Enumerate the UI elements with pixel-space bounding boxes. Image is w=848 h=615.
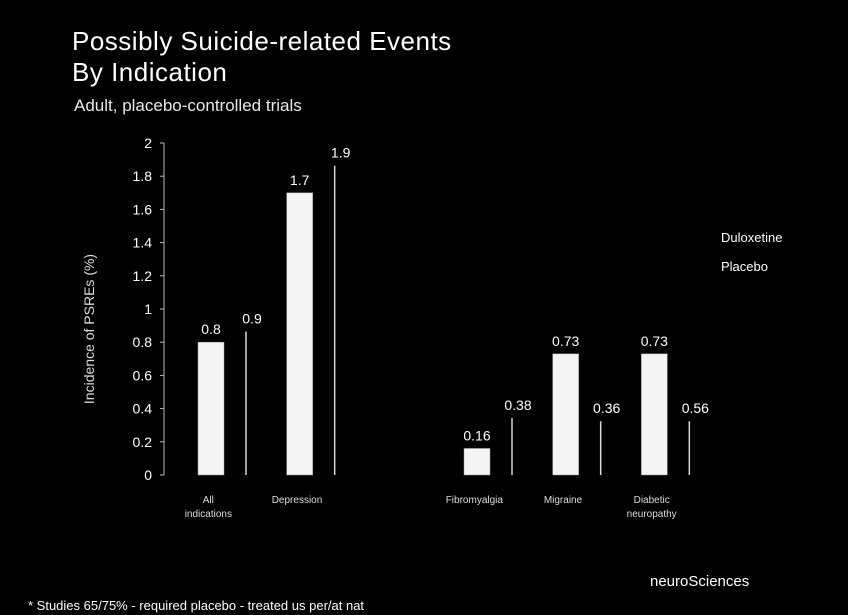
bar-duloxetine [197,341,225,476]
bar-chart: 0 0.2 0.4 0.6 0.8 1 1.2 1.4 1.6 1.8 2 Incidence of … [81,135,709,520]
x-tick-label: All [203,495,214,506]
title-line-2: By Indication [72,57,228,87]
bar-duloxetine [286,192,313,476]
legend-item-duloxetine: Duloxetine [721,230,783,245]
y-tick-label: 0.6 [133,367,153,383]
x-tick-label: Diabetic [634,495,670,506]
x-tick-label: Depression [272,495,323,506]
chart-subtitle: Adult, placebo-controlled trials [74,96,302,115]
y-tick-label: 1.6 [133,201,153,217]
footnote: * Studies 65/75% - required placebo - tr… [28,598,365,613]
data-label-duloxetine: 0.16 [463,427,490,443]
legend-item-placebo: Placebo [721,259,768,274]
y-tick-label: 1 [144,301,152,317]
x-tick-label: indications [185,509,232,520]
brand-logo-text: neuroSciences [650,573,750,590]
axis-layer: 0 0.2 0.4 0.6 0.8 1 1.2 1.4 1.6 1.8 2 Incidence of … [81,135,165,483]
y-tick-label: 1.8 [133,168,153,184]
x-tick-label: Fibromyalgia [446,495,504,506]
labels-layer: 0.8 0.9 All indications 1.7 1.9 Depression 0.16… [185,145,709,520]
y-tick-label: 1.2 [133,268,153,284]
y-tick-label: 2 [144,135,152,151]
bar-duloxetine [552,353,579,476]
bar-duloxetine [641,353,668,476]
chart-title: Possibly Suicide-related Events By Indic… [72,26,452,88]
bar-duloxetine [463,448,491,476]
data-label-placebo: 0.38 [504,397,531,413]
data-label-placebo: 0.56 [682,400,709,416]
legend: Duloxetine Placebo [721,230,782,288]
x-tick-label: Migraine [544,495,583,506]
data-label-placebo: 0.9 [242,311,262,327]
y-tick-label: 0.2 [133,434,153,450]
data-label-placebo: 1.9 [331,145,351,161]
data-label-duloxetine: 0.73 [641,333,668,349]
x-tick-label: neuropathy [627,509,677,520]
y-tick-label: 1.4 [133,235,153,251]
bars-layer [197,165,691,476]
data-label-duloxetine: 1.7 [290,172,310,188]
data-label-placebo: 0.36 [593,400,620,416]
slide: Possibly Suicide-related Events By Indic… [16,8,836,613]
y-tick-label: 0.4 [133,401,153,417]
y-tick-label: 0 [144,467,152,483]
y-axis-label: Incidence of PSREs (%) [81,254,97,404]
title-line-1: Possibly Suicide-related Events [72,26,452,56]
y-tick-label: 0.8 [133,334,153,350]
data-label-duloxetine: 0.8 [201,321,221,337]
data-label-duloxetine: 0.73 [552,333,579,349]
